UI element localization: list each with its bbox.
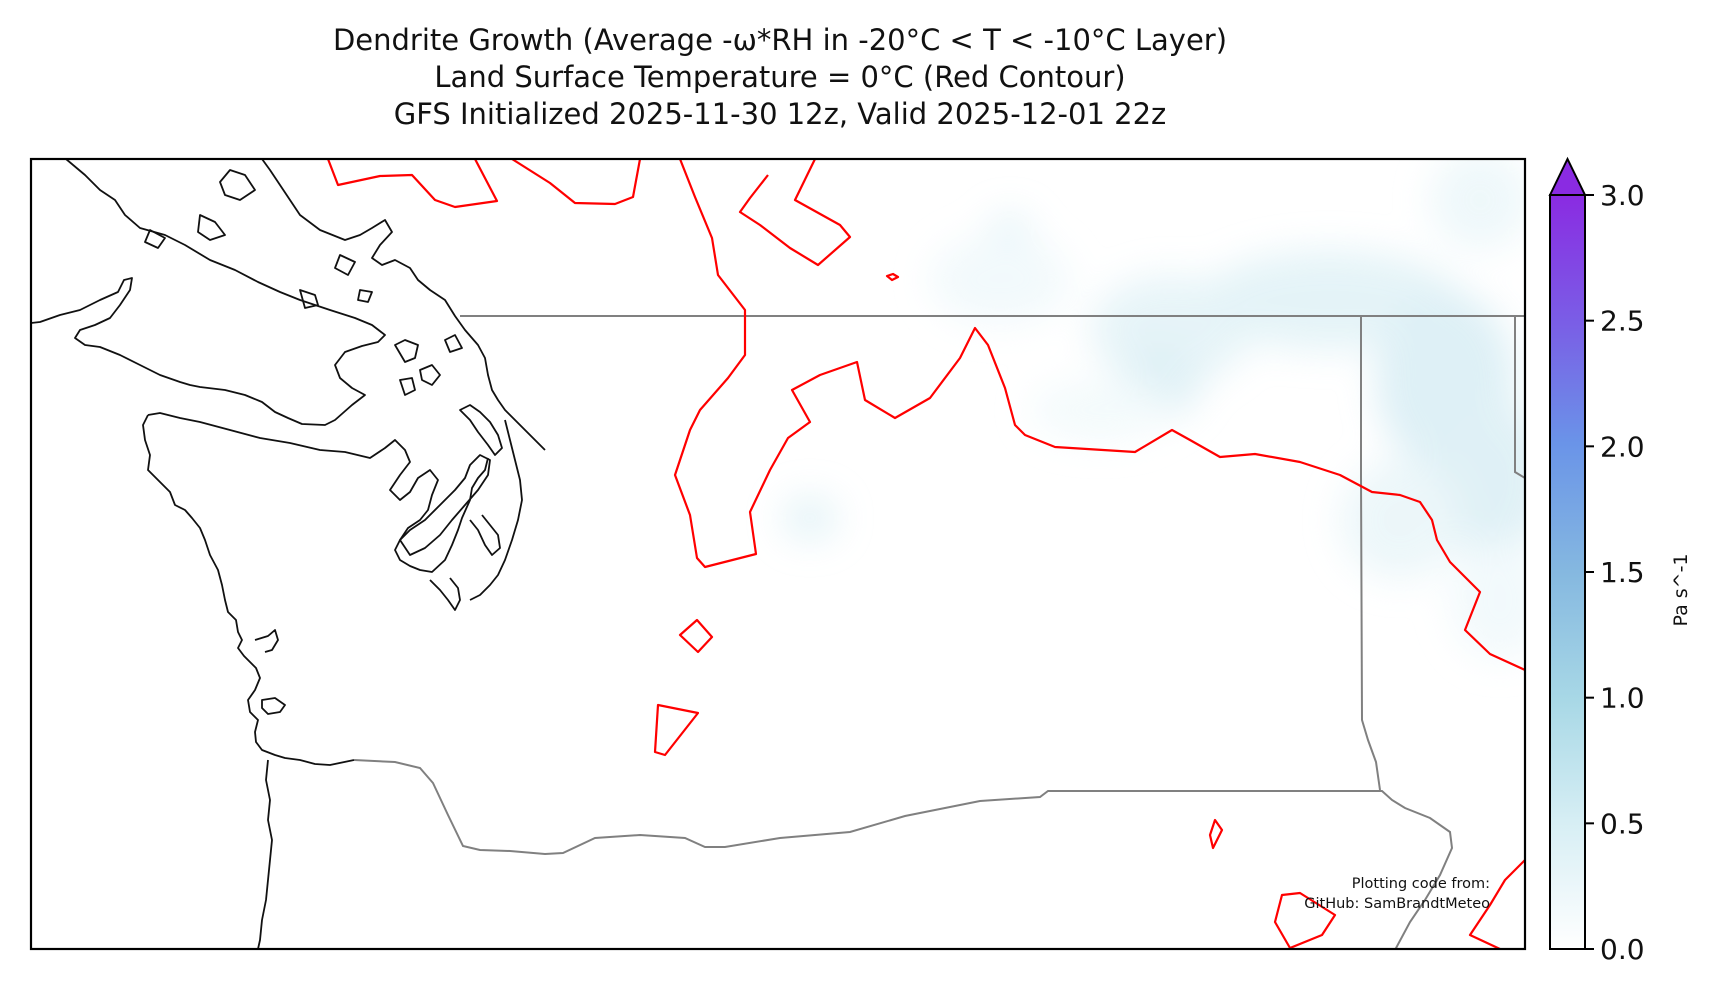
mainland-bc-coast [261,159,546,451]
contour-small-3 [885,272,900,282]
colorbar-tick-label: 2.0 [1600,430,1645,463]
colorbar-ticks: 0.0 0.5 1.0 1.5 2.0 2.5 3.0 [1585,179,1645,966]
title-line-1: Dendrite Growth (Average -ω*RH in -20°C … [332,23,1228,57]
title-line-2: Land Surface Temperature = 0°C (Red Cont… [434,60,1126,94]
washington-oregon-border [353,759,1454,949]
puget-lowland-shoreline [469,419,523,601]
map-panel: Plotting code from: GitHub: SamBrandtMet… [31,159,1525,949]
contour-small-4 [1208,818,1224,850]
contour-main [673,159,1525,672]
bc-inlets [144,169,373,309]
map-title: Dendrite Growth (Average -ω*RH in -20°C … [30,22,1530,133]
contour-small-1 [678,618,714,654]
credit-line-2: GitHub: SamBrandtMeteo [1304,896,1490,912]
colorbar-extend-arrow [1548,156,1587,196]
olympic-peninsula-coast [147,412,489,573]
credit-line-1: Plotting code from: [1352,876,1490,892]
map-frame [29,157,1527,951]
contour-small-2 [653,703,700,757]
whidbey-island [459,404,503,456]
contour-south-east-edge [1468,859,1525,949]
washington-idaho-border [1360,316,1381,791]
vancouver-island-coast [31,159,386,426]
oregon-coast [257,759,273,949]
political-borders [353,315,1525,949]
pacific-coast [142,414,355,766]
colorbar-tick-label: 2.5 [1600,305,1645,338]
contour-south-east [1273,891,1337,949]
colorbar: 0.0 0.5 1.0 1.5 2.0 2.5 3.0 Pa s^-1 [1548,156,1692,966]
colorbar-gradient [1550,195,1585,949]
colorbar-tick-label: 0.0 [1600,933,1645,966]
colorbar-unit-label: Pa s^-1 [1670,553,1692,626]
title-line-3: GFS Initialized 2025-11-30 12z, Valid 20… [393,97,1167,131]
zero-degree-contours [326,159,1525,949]
puget-sound-island-1 [399,454,491,556]
contour-north-central [511,159,642,206]
coastlines [31,159,546,949]
colorbar-tick-label: 0.5 [1600,807,1645,840]
contour-north-west [326,159,499,209]
san-juan-islands [394,334,463,396]
colorbar-tick-label: 1.0 [1600,682,1645,715]
idaho-montana-border [1514,316,1525,479]
colorbar-tick-label: 3.0 [1600,179,1645,212]
colorbar-tick-label: 1.5 [1600,556,1645,589]
dendrite-growth-shading [782,159,1525,660]
puget-sound-inlets [429,514,501,611]
contour-north-east-hook [738,159,852,267]
willapa-grays-harbor [254,629,286,715]
